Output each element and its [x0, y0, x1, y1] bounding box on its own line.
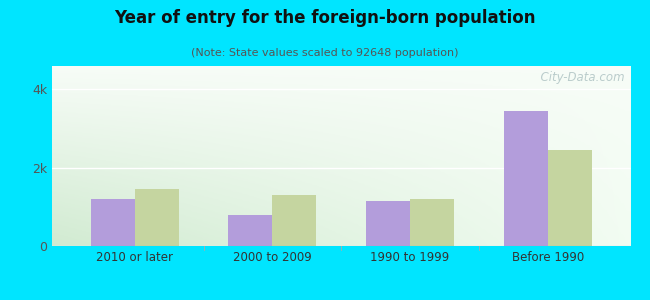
Bar [90, 199, 135, 246]
Bar [504, 111, 548, 246]
Text: (Note: State values scaled to 92648 population): (Note: State values scaled to 92648 popu… [191, 48, 459, 58]
Bar [272, 195, 317, 246]
Bar [228, 215, 272, 246]
Bar [135, 189, 179, 246]
Bar [366, 201, 410, 246]
Bar [548, 150, 592, 246]
Text: Year of entry for the foreign-born population: Year of entry for the foreign-born popul… [114, 9, 536, 27]
Bar [410, 199, 454, 246]
Text: City-Data.com: City-Data.com [533, 71, 625, 84]
